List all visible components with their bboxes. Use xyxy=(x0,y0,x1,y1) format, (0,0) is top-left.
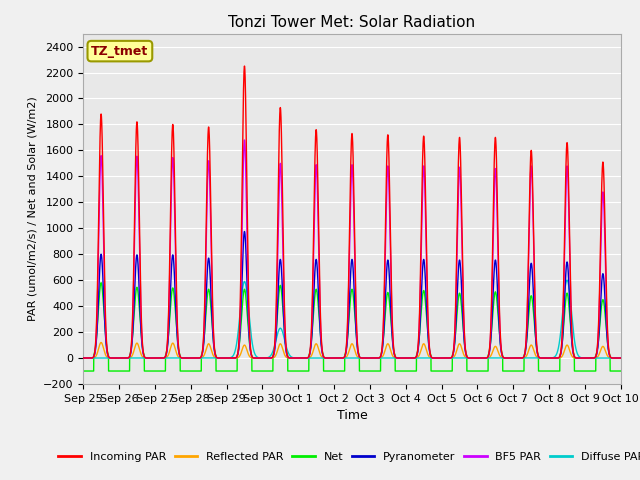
X-axis label: Time: Time xyxy=(337,409,367,422)
Title: Tonzi Tower Met: Solar Radiation: Tonzi Tower Met: Solar Radiation xyxy=(228,15,476,30)
Legend: Incoming PAR, Reflected PAR, Net, Pyranometer, BF5 PAR, Diffuse PAR: Incoming PAR, Reflected PAR, Net, Pyrano… xyxy=(54,447,640,466)
Y-axis label: PAR (umol/m2/s) / Net and Solar (W/m2): PAR (umol/m2/s) / Net and Solar (W/m2) xyxy=(28,96,37,321)
Text: TZ_tmet: TZ_tmet xyxy=(92,45,148,58)
